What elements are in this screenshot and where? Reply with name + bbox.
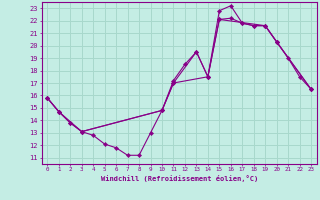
X-axis label: Windchill (Refroidissement éolien,°C): Windchill (Refroidissement éolien,°C) <box>100 175 258 182</box>
